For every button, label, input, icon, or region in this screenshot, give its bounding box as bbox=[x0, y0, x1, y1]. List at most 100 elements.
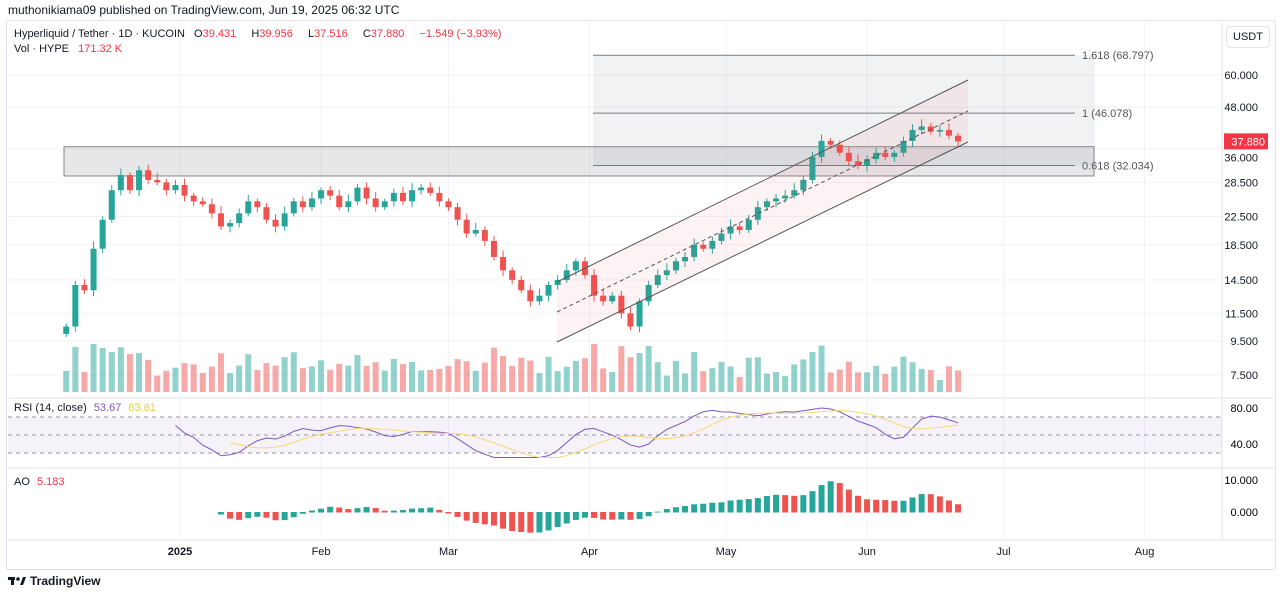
volume-bar bbox=[272, 365, 279, 392]
ao-bar bbox=[791, 495, 798, 513]
volume-bar bbox=[936, 379, 943, 392]
last-price-badge bbox=[1224, 133, 1268, 150]
candle-body bbox=[263, 207, 270, 220]
candle-body bbox=[108, 190, 115, 220]
volume-bar bbox=[163, 370, 170, 392]
tradingview-logo-icon bbox=[8, 577, 26, 585]
candle-body bbox=[663, 270, 670, 276]
candle-body bbox=[199, 201, 206, 205]
candle-body bbox=[354, 187, 361, 202]
price-tick-label: 36.000 bbox=[1224, 152, 1258, 164]
candle-body bbox=[791, 190, 798, 196]
candle-body bbox=[390, 192, 397, 202]
volume-bar bbox=[281, 357, 288, 392]
volume-bar bbox=[827, 372, 834, 392]
rsi-band bbox=[8, 417, 1222, 453]
ao-bar bbox=[618, 512, 625, 520]
time-tick-label: Aug bbox=[1135, 546, 1155, 558]
regression-channel[interactable] bbox=[556, 79, 969, 343]
volume-bar bbox=[754, 357, 761, 392]
volume-bar bbox=[600, 368, 607, 392]
channel-lower-line[interactable] bbox=[556, 141, 969, 343]
ao-label[interactable]: AO bbox=[14, 476, 30, 488]
volume-bar bbox=[208, 366, 215, 392]
time-tick-label: Jul bbox=[997, 546, 1011, 558]
rsi-ma-value: 63.61 bbox=[128, 402, 156, 414]
ao-bar bbox=[654, 511, 661, 513]
ao-bar bbox=[927, 494, 934, 513]
candle-body bbox=[454, 207, 461, 220]
candle-body bbox=[672, 261, 679, 271]
ao-bar bbox=[900, 500, 907, 513]
candle-body bbox=[399, 192, 406, 202]
volume-bar bbox=[918, 368, 925, 392]
rsi-ma-line bbox=[229, 410, 959, 459]
rsi-tick-label: 40.00 bbox=[1230, 439, 1258, 451]
rsi-label[interactable]: RSI (14, close) bbox=[14, 402, 87, 414]
channel-mid-line[interactable] bbox=[556, 110, 969, 313]
symbol-name[interactable]: Hyperliquid / Tether · 1D · KUCOIN bbox=[14, 28, 185, 40]
candle-body bbox=[682, 256, 689, 262]
candle-body bbox=[90, 248, 97, 291]
low-label: L bbox=[307, 28, 315, 40]
time-tick-label: 2025 bbox=[168, 546, 192, 558]
high-label: H bbox=[251, 28, 260, 40]
volume-bar bbox=[190, 364, 197, 392]
volume-bar bbox=[909, 362, 916, 392]
ao-bar bbox=[554, 512, 561, 528]
volume-bar bbox=[654, 362, 661, 392]
volume-bar bbox=[136, 353, 143, 392]
candle-body bbox=[154, 179, 161, 183]
candle-body bbox=[336, 195, 343, 208]
volume-bar bbox=[199, 373, 206, 392]
time-tick-label: May bbox=[716, 546, 737, 558]
ao-bar bbox=[882, 500, 889, 513]
candle-body bbox=[918, 126, 925, 130]
candle-body bbox=[245, 201, 252, 214]
high-value: 39.956 bbox=[259, 28, 293, 40]
volume-bar bbox=[709, 368, 716, 392]
candle-body bbox=[854, 161, 861, 166]
volume-bar bbox=[481, 362, 488, 392]
candle-body bbox=[345, 201, 352, 208]
candle-body bbox=[936, 129, 943, 132]
ao-bar bbox=[955, 504, 962, 513]
candle-body bbox=[782, 195, 789, 199]
rsi-value: 53.67 bbox=[93, 402, 122, 414]
time-tick-label: Jun bbox=[858, 546, 876, 558]
volume-bar bbox=[554, 371, 561, 392]
candle-body bbox=[563, 270, 570, 280]
candle-body bbox=[500, 256, 507, 271]
volume-bar bbox=[254, 370, 261, 392]
channel-upper-line[interactable] bbox=[556, 79, 969, 283]
candle-body bbox=[554, 279, 561, 285]
candle-body bbox=[773, 198, 780, 202]
volume-bar bbox=[536, 373, 543, 392]
volume-bar bbox=[818, 345, 825, 392]
candle-body bbox=[445, 201, 452, 208]
ao-bar bbox=[718, 502, 725, 513]
ao-bar bbox=[827, 481, 834, 513]
volume-bar bbox=[372, 362, 379, 392]
candle-body bbox=[381, 201, 388, 208]
candle-body bbox=[272, 219, 279, 227]
volume-bar bbox=[263, 363, 270, 392]
candle-body bbox=[818, 140, 825, 157]
fib-level-label: 1 (46.078) bbox=[1082, 108, 1132, 120]
volume-bar bbox=[945, 366, 952, 392]
volume-bar bbox=[154, 375, 161, 392]
volume-bar bbox=[645, 346, 652, 392]
candle-body bbox=[308, 198, 315, 208]
volume-bar bbox=[436, 368, 443, 392]
volume-bar bbox=[545, 356, 552, 392]
candle-body bbox=[472, 229, 479, 234]
tradingview-logo[interactable]: TradingView bbox=[8, 574, 100, 588]
volume-label[interactable]: Vol · HYPE bbox=[14, 43, 70, 55]
currency-button[interactable]: USDT bbox=[1226, 26, 1270, 48]
ao-bar bbox=[800, 495, 807, 513]
volume-bar bbox=[363, 365, 370, 392]
candle-body bbox=[627, 313, 634, 327]
volume-bar bbox=[900, 356, 907, 392]
ao-bar bbox=[318, 508, 325, 513]
